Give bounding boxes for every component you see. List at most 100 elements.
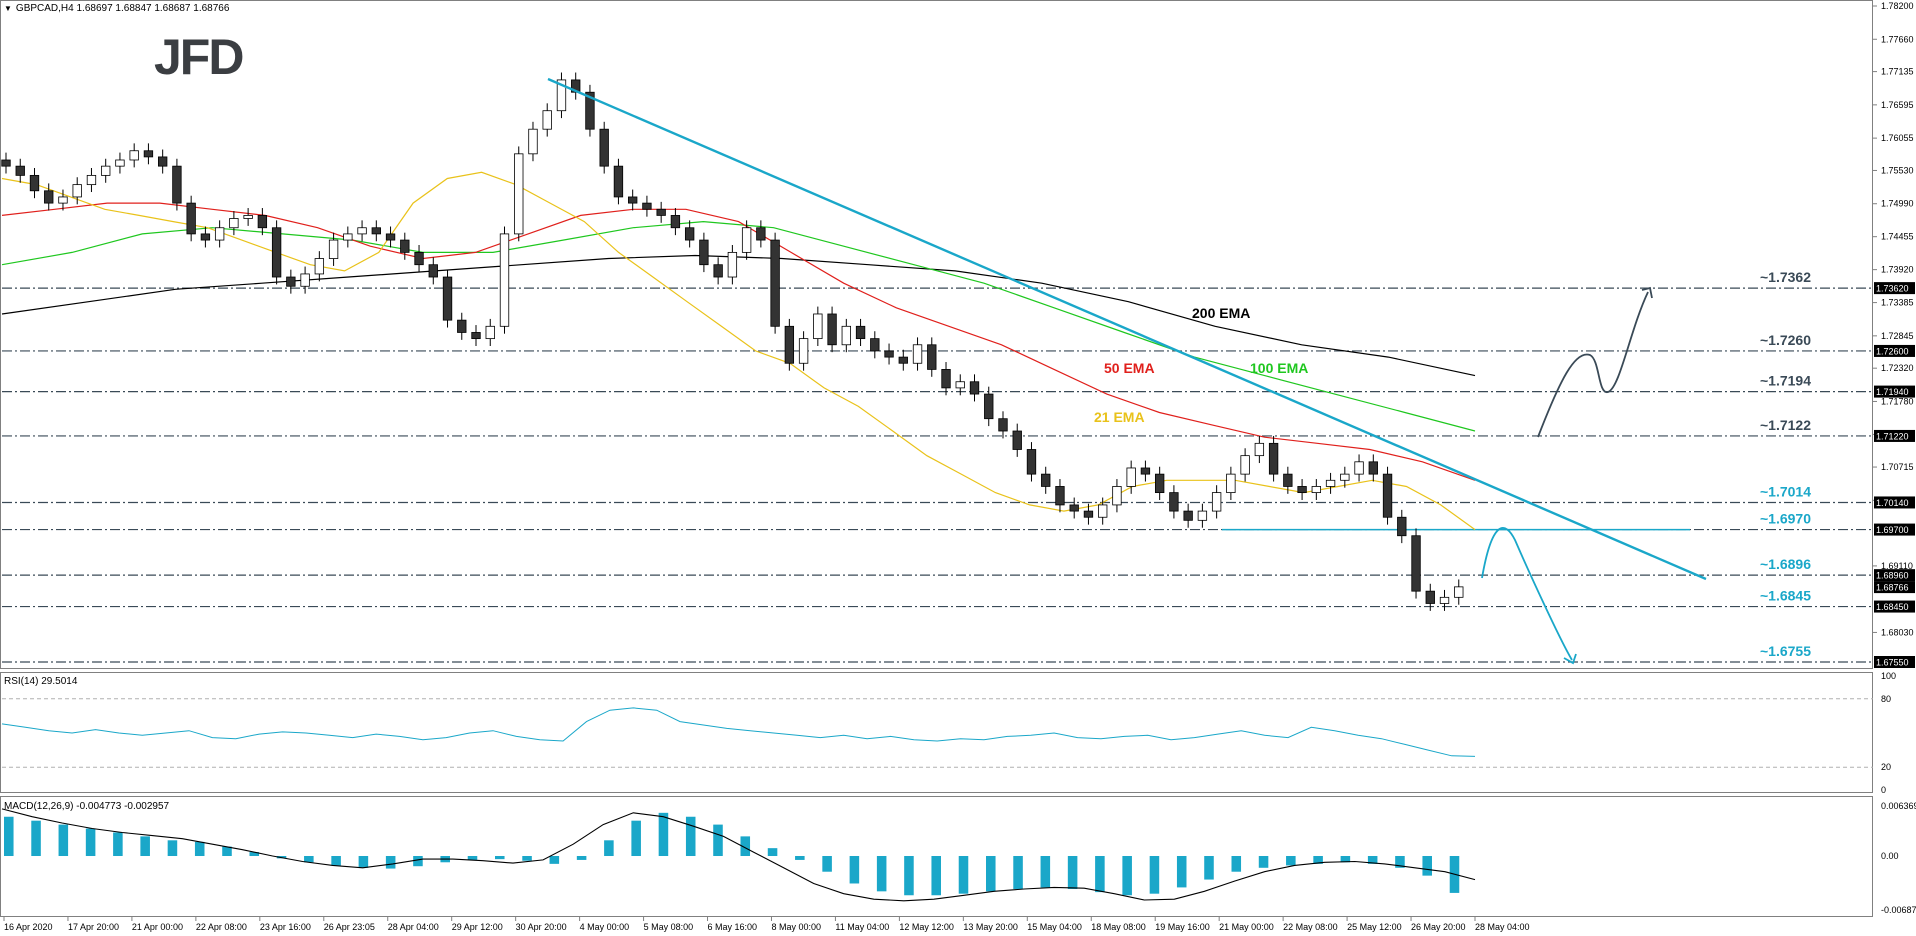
candle-body	[1055, 486, 1065, 506]
candle-body	[314, 258, 325, 275]
macd-histogram-bar	[576, 856, 587, 860]
level-label: ~1.7122	[1760, 417, 1811, 433]
candle-body	[1382, 473, 1393, 518]
ema-200-line	[1, 254, 1476, 377]
price-tag-label: 1.70140	[1876, 498, 1909, 508]
macd-histogram-bar	[1367, 856, 1378, 864]
time-tick-label: 19 May 16:00	[1155, 922, 1210, 932]
time-tick-label: 18 May 08:00	[1091, 922, 1146, 932]
macd-histogram-bar	[1422, 856, 1432, 876]
price-tag-box	[1874, 385, 1915, 398]
time-tick-label: 17 Apr 20:00	[68, 922, 119, 932]
time-tick-label: 22 Apr 08:00	[196, 922, 247, 932]
candle-body	[955, 381, 965, 389]
price-tick-label: 1.75530	[1881, 165, 1914, 175]
candle-body	[300, 273, 310, 287]
candle-body	[143, 150, 154, 158]
candle-body	[1397, 516, 1407, 537]
candle-body	[841, 325, 851, 346]
candle-body	[599, 128, 609, 167]
price-axis: 1.78200 1.77660 1.77135 1.76595 1.76055 1.755…	[1873, 1, 1915, 668]
price-tag-box	[1874, 581, 1915, 594]
candle-body	[385, 233, 396, 241]
macd-histogram-bar	[740, 836, 751, 857]
macd-histogram-bar	[1395, 856, 1405, 868]
level-label: ~1.7362	[1760, 269, 1811, 285]
candle-body	[798, 338, 809, 364]
candle-body	[1112, 486, 1122, 506]
macd-histogram-bar	[1149, 856, 1160, 894]
dropdown-arrow-icon[interactable]: ▼	[4, 4, 12, 13]
macd-tick-label: 0.00	[1881, 851, 1899, 861]
macd-histogram-bar	[31, 820, 41, 857]
candle-body	[1439, 596, 1450, 604]
time-tick-label: 15 May 04:00	[1027, 922, 1082, 932]
candle-body	[528, 128, 538, 155]
macd-histogram-bar	[1067, 856, 1078, 889]
macd-histogram-bar	[904, 856, 914, 896]
rsi-tick-label: 100	[1881, 671, 1896, 681]
candle-body	[1154, 473, 1165, 494]
candle-body	[1268, 442, 1279, 475]
time-tick-label: 12 May 12:00	[899, 922, 954, 932]
price-tick-label: 1.69110	[1881, 561, 1913, 571]
time-tick-label: 6 May 16:00	[708, 922, 758, 932]
price-tag-box	[1874, 429, 1915, 442]
macd-histogram-bar	[1095, 856, 1105, 893]
candle-body	[741, 227, 752, 253]
price-tick-label: 1.78200	[1881, 1, 1914, 11]
level-label: ~1.7014	[1760, 483, 1811, 499]
macd-histogram-bar	[1176, 856, 1187, 888]
candle-body	[286, 276, 296, 287]
candle-body	[713, 264, 723, 278]
candle-body	[186, 202, 196, 235]
price-tag-box	[1874, 344, 1915, 357]
symbol-info: GBPCAD,H4 1.68697 1.68847 1.68687 1.6876…	[15, 3, 230, 14]
candle-body	[1297, 486, 1307, 494]
level-label: ~1.6755	[1760, 643, 1811, 659]
candle-body	[1126, 467, 1136, 487]
time-tick-label: 23 Apr 16:00	[260, 922, 311, 932]
candle-body	[1340, 473, 1350, 481]
price-tag-label: 1.71220	[1876, 431, 1909, 441]
jfd-logo: JFD	[154, 29, 245, 85]
time-tick-label: 21 Apr 00:00	[132, 922, 183, 932]
macd-histogram-bar	[1204, 856, 1214, 880]
candle-body	[229, 218, 239, 229]
macd-histogram-bar	[58, 824, 69, 857]
panel-frames	[0, 0, 1873, 917]
candle-body	[1140, 467, 1151, 475]
candle-body	[827, 313, 837, 346]
candle-body	[29, 174, 40, 192]
candle-body	[912, 344, 923, 364]
candle-body	[214, 227, 225, 241]
candle-body	[1169, 492, 1179, 512]
ema-label: 100 EMA	[1250, 360, 1308, 376]
candle-body	[1183, 510, 1193, 521]
price-panel: ~1.7362 ~1.7260 ~1.7194 ~1.7122 ~1.7014 ~1.69…	[1, 72, 1873, 665]
macd-histogram-bar	[249, 852, 260, 857]
candle-body	[86, 174, 97, 186]
macd-histogram-bar	[1340, 856, 1351, 863]
candle-body	[457, 319, 467, 333]
rsi-title: RSI(14) 29.5014	[4, 676, 78, 687]
candle-body	[684, 227, 695, 241]
price-tag-box	[1874, 496, 1915, 509]
time-tick-label: 21 May 00:00	[1219, 922, 1274, 932]
ema-label: 21 EMA	[1094, 409, 1145, 425]
candle-body	[257, 215, 268, 229]
candle-body	[101, 165, 111, 176]
candle-body	[613, 165, 624, 198]
bearish-arrowhead	[1563, 653, 1577, 665]
level-label: ~1.6896	[1760, 556, 1811, 572]
price-tick-label: 1.76055	[1881, 133, 1914, 143]
price-tick-label: 1.77660	[1881, 34, 1914, 44]
candle-body	[357, 227, 367, 235]
macd-title: MACD(12,26,9) -0.004773 -0.002957	[4, 801, 170, 812]
macd-histogram-bar	[1231, 856, 1242, 872]
rsi-tick-label: 0	[1881, 785, 1886, 795]
candle-body	[1240, 455, 1250, 475]
macd-histogram-bar	[713, 824, 723, 857]
time-tick-label: 30 Apr 20:00	[516, 922, 567, 932]
macd-panel: MACD(12,26,9) -0.004773 -0.002957 0.00636…	[1, 801, 1916, 915]
